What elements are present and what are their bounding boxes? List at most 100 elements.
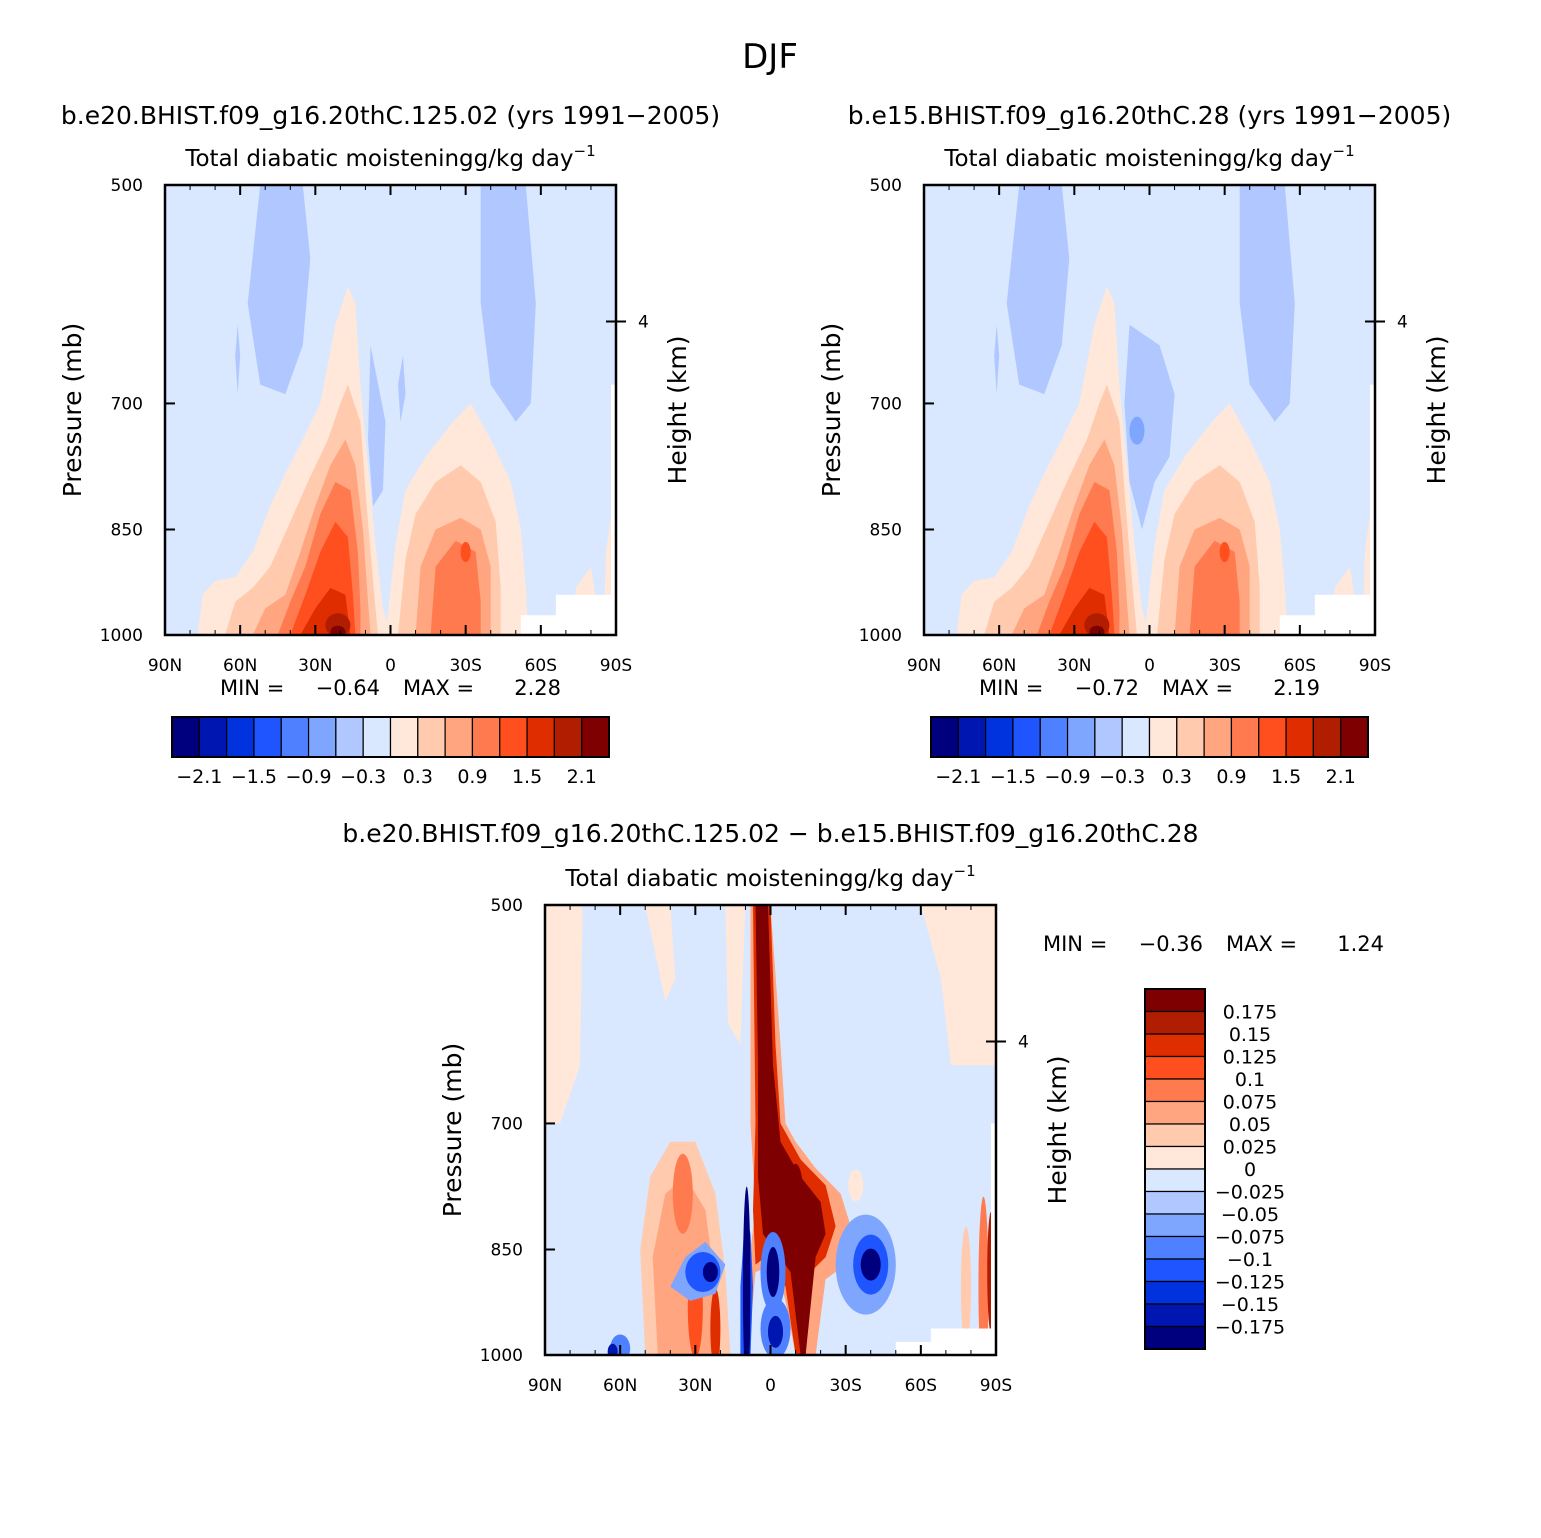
colorbar-swatch	[1039, 716, 1069, 758]
max-label: MAX =	[1226, 932, 1297, 956]
colorbar-swatch	[1144, 1258, 1206, 1283]
contour-region-negative	[368, 345, 386, 507]
x-tick-label: 90S	[600, 656, 632, 676]
colorbar-label: 0.175	[1223, 1002, 1277, 1024]
colorbar-swatch	[1094, 716, 1123, 758]
colorbar-swatch	[362, 716, 392, 758]
contour-region-positive	[645, 905, 676, 1002]
contour-field	[545, 905, 996, 1355]
colorbar-swatch	[471, 716, 501, 758]
colorbar-swatch	[1144, 1010, 1206, 1035]
colorbar-frame	[930, 716, 1369, 758]
contour-region-positive	[848, 1169, 864, 1202]
y-tick-label: 850	[111, 520, 143, 540]
y-tick-label: 700	[870, 394, 902, 414]
x-tick-label: 60S	[905, 1376, 937, 1396]
colorbar-swatch	[1066, 716, 1096, 758]
colorbar-swatch	[526, 716, 555, 758]
colorbar-swatch	[1230, 716, 1260, 758]
min-label: MIN =	[220, 676, 284, 700]
y-axis-right-label: Height (km)	[1043, 1056, 1072, 1205]
x-tick-label: 90N	[907, 656, 941, 676]
colorbar-swatch	[198, 716, 228, 758]
colorbar-swatch	[1144, 1145, 1206, 1170]
y-tick-label: 850	[491, 1240, 523, 1260]
colorbar-label: −0.9	[1044, 766, 1090, 788]
min-label: MIN =	[979, 676, 1043, 700]
y-right-tick-label: 4	[1018, 1033, 1029, 1053]
y-tick-label: 1000	[480, 1346, 523, 1366]
colorbar-swatch	[444, 716, 474, 758]
y-tick-label: 850	[870, 520, 902, 540]
max-value: 1.24	[1337, 932, 1384, 956]
x-tick-label: 30S	[1208, 656, 1240, 676]
colorbar-swatch	[1144, 1280, 1206, 1305]
x-tick-label: 0	[765, 1376, 776, 1396]
colorbar-label: 2.1	[567, 766, 597, 788]
contour-region-negative	[742, 1186, 751, 1355]
x-tick-label: 30S	[449, 656, 481, 676]
subtitle-units-exponent: −1	[574, 142, 596, 160]
colorbar-swatch	[226, 716, 255, 758]
missing-data-region	[1369, 384, 1375, 635]
subtitle-units: g/kg day	[1233, 146, 1333, 172]
contour-region-negative	[1124, 324, 1175, 530]
colorbar-swatch	[1144, 1303, 1206, 1328]
max-value: 2.19	[1273, 676, 1320, 700]
colorbar-label: −0.1	[1227, 1249, 1273, 1271]
colorbar-swatch	[1144, 1033, 1206, 1058]
colorbar-label: −0.9	[285, 766, 331, 788]
contour-region-positive	[672, 1153, 693, 1234]
colorbar-swatch	[253, 716, 282, 758]
colorbar-frame	[171, 716, 610, 758]
colorbar-swatch	[280, 716, 310, 758]
contour-region-negative	[247, 185, 311, 395]
panel-title: b.e15.BHIST.f09_g16.20thC.28 (yrs 1991−2…	[848, 101, 1452, 130]
colorbar-label: 0.3	[403, 766, 433, 788]
colorbar-swatch	[417, 716, 446, 758]
x-tick-label: 0	[385, 656, 396, 676]
colorbar-label: 1.5	[1271, 766, 1301, 788]
colorbar-label: 0.1	[1235, 1069, 1265, 1091]
contour-region-positive	[920, 905, 996, 1066]
colorbar-label: 0.075	[1223, 1092, 1277, 1114]
missing-data-region	[930, 1328, 996, 1355]
x-tick-label: 60S	[1284, 656, 1316, 676]
colorbar-swatch	[930, 716, 959, 758]
contour-region-positive	[460, 542, 471, 563]
colorbar-swatch	[1312, 716, 1342, 758]
subtitle-units: g/kg day	[474, 146, 574, 172]
colorbar-swatch	[1144, 1213, 1206, 1238]
missing-data-region	[1314, 594, 1375, 635]
figure-title: DJF	[742, 37, 798, 77]
contour-region-positive	[430, 540, 481, 635]
contour-region-positive	[725, 905, 746, 1045]
colorbar-label: −1.5	[990, 766, 1036, 788]
contour-field	[924, 185, 1375, 635]
colorbar-swatch	[1144, 1100, 1206, 1125]
y-axis-label: Pressure (mb)	[817, 323, 846, 497]
contour-region-positive	[1189, 540, 1240, 635]
min-value: −0.72	[1075, 676, 1139, 700]
contour-region-positive	[330, 625, 346, 635]
y-tick-label: 500	[111, 176, 143, 196]
panel-left: 90N 60N 30N 0 30S 60S 90S 500 700 850 1000 4 Pressur…	[58, 101, 720, 788]
colorbar-label: 0.9	[1216, 766, 1246, 788]
contour-region-negative	[766, 1247, 780, 1298]
min-label: MIN =	[1043, 932, 1107, 956]
max-label: MAX =	[403, 676, 474, 700]
plot-subtitle: Total diabatic moisteningg/kg day−1	[184, 142, 595, 172]
contour-region-negative	[994, 324, 1000, 395]
y-right-tick-label: 4	[638, 313, 649, 333]
plot-subtitle: Total diabatic moisteningg/kg day−1	[564, 862, 975, 892]
y-axis-label: Pressure (mb)	[58, 323, 87, 497]
colorbar-swatch	[307, 716, 337, 758]
y-tick-label: 1000	[859, 626, 902, 646]
colorbar-label: 0.025	[1223, 1137, 1277, 1159]
colorbar-label: −0.05	[1221, 1204, 1279, 1226]
x-tick-label: 60N	[603, 1376, 637, 1396]
colorbar-swatch	[499, 716, 528, 758]
missing-data-region	[990, 1123, 996, 1355]
subtitle-variable: Total diabatic moistening	[943, 146, 1232, 172]
panel-right: 90N 60N 30N 0 30S 60S 90S 500 700 850 1000 4 Pressur…	[817, 101, 1451, 788]
